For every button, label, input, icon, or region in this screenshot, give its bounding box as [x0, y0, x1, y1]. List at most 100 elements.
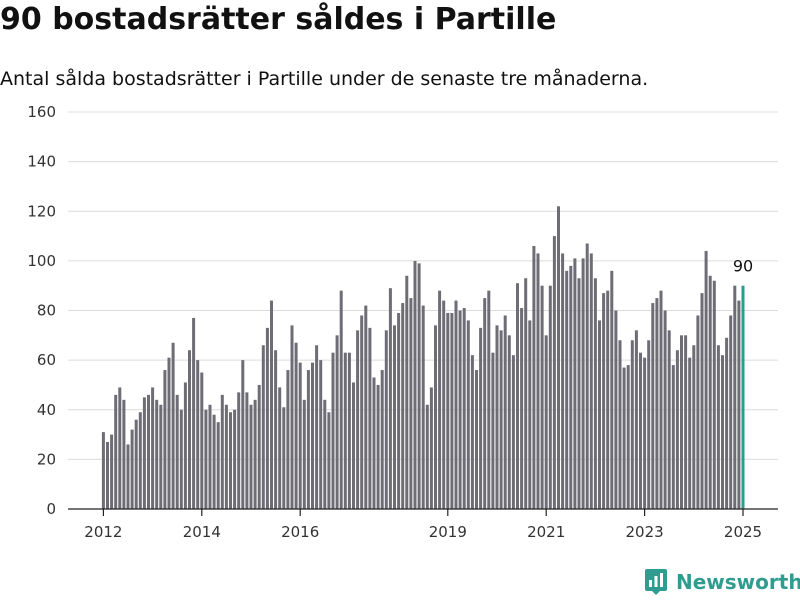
bar: [585, 243, 589, 509]
bar: [138, 412, 142, 509]
newsworthy-logo: Newsworthy: [644, 568, 800, 596]
bar: [167, 357, 171, 509]
bar: [450, 312, 454, 509]
bar: [565, 270, 569, 509]
bar: [179, 409, 183, 509]
bar: [470, 355, 474, 509]
bar: [725, 337, 729, 509]
bar: [528, 320, 532, 509]
bar: [581, 258, 585, 509]
x-tick-label: 2025: [724, 523, 762, 541]
bar: [602, 293, 606, 509]
bars: [101, 206, 745, 510]
bar: [700, 293, 704, 509]
bar: [110, 434, 114, 509]
bar: [360, 315, 364, 509]
bar: [544, 335, 548, 509]
bar: [655, 298, 659, 509]
bar: [409, 298, 413, 509]
bar: [327, 412, 331, 509]
bar: [651, 303, 655, 509]
bar: [458, 310, 462, 509]
bar: [434, 325, 437, 509]
bar: [487, 290, 491, 509]
bar: [356, 330, 360, 509]
brand-name: Newsworthy: [676, 570, 800, 594]
bar: [278, 387, 282, 509]
bar: [286, 370, 290, 509]
x-tick-label: 2023: [626, 523, 664, 541]
bar: [233, 409, 237, 509]
bar: [171, 342, 175, 509]
bar: [606, 290, 610, 509]
bar: [737, 300, 741, 509]
x-axis: 2012 2014 2016 2019 2021 2023 2025: [68, 508, 778, 541]
bar: [216, 422, 220, 509]
bar: [290, 325, 294, 509]
x-tick-label: 2014: [183, 523, 221, 541]
bar: [270, 300, 273, 509]
bar: [704, 250, 708, 509]
y-tick-label: 40: [37, 401, 56, 419]
bar: [376, 384, 380, 509]
bar: [716, 345, 720, 509]
y-tick-label: 80: [37, 302, 56, 320]
bar: [503, 315, 507, 509]
bar: [692, 345, 696, 509]
y-axis-labels: 0 20 40 60 80 100 120 140 160: [27, 103, 56, 518]
bar: [446, 312, 450, 509]
bar: [130, 429, 134, 509]
bar: [192, 317, 196, 509]
bar: [249, 404, 253, 509]
bar: [122, 399, 126, 509]
bar: [257, 384, 261, 509]
bar: [114, 394, 118, 509]
bar: [499, 330, 503, 509]
y-tick-label: 140: [27, 153, 56, 171]
bar: [639, 352, 642, 509]
bar: [536, 253, 540, 509]
bar: [417, 263, 421, 509]
bar: [384, 330, 388, 509]
bar: [520, 308, 524, 509]
bar: [577, 278, 581, 509]
bar: [159, 404, 163, 509]
bar: [630, 340, 634, 509]
bar: [294, 342, 298, 509]
bar: [220, 394, 224, 509]
bar: [569, 265, 573, 509]
bar: [302, 399, 306, 509]
bar: [454, 300, 458, 509]
bar: [183, 382, 187, 509]
bar: [647, 340, 651, 509]
bar: [253, 399, 257, 509]
bar: [626, 365, 630, 509]
x-tick-label: 2019: [429, 523, 467, 541]
last-value-annotation: 90: [733, 257, 753, 276]
bar: [634, 330, 638, 509]
bar: [315, 345, 319, 509]
bar: [343, 352, 347, 509]
bar: [618, 340, 622, 509]
bar: [405, 275, 409, 509]
bar: [684, 335, 688, 509]
bar: [483, 298, 487, 509]
bar: [708, 275, 712, 509]
bar: [339, 290, 343, 509]
bar: [462, 308, 466, 509]
bar: [614, 310, 618, 509]
x-tick-label: 2016: [281, 523, 319, 541]
bar: [142, 397, 146, 509]
bar: [466, 320, 470, 509]
bar: [245, 392, 249, 509]
bar: [557, 206, 560, 509]
bar: [671, 365, 675, 509]
bar: [413, 260, 417, 509]
bar: [147, 394, 150, 509]
bar: [319, 360, 323, 509]
bar: [196, 360, 200, 509]
bar: [491, 352, 495, 509]
bar: [429, 387, 433, 509]
bar: [397, 312, 401, 509]
